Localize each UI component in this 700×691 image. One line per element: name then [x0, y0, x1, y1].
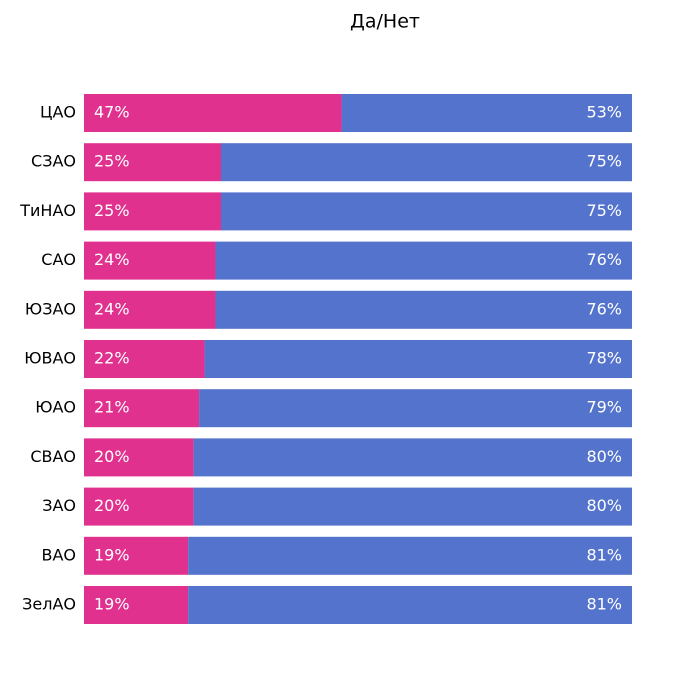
- value-label: 24%: [94, 250, 130, 269]
- value-label: 19%: [94, 595, 130, 614]
- value-label: 53%: [586, 103, 622, 122]
- value-label: 81%: [586, 595, 622, 614]
- value-label: 75%: [586, 152, 622, 171]
- bar-segment: [221, 143, 632, 182]
- y-tick-label: ВАО: [41, 545, 76, 564]
- bar-segment: [84, 143, 221, 182]
- bar-segment: [221, 192, 632, 231]
- bar-segment: [84, 536, 189, 575]
- value-label: 19%: [94, 545, 130, 564]
- bar-segment: [84, 340, 205, 378]
- y-tick-label: ЮВАО: [24, 349, 76, 368]
- bar-segment: [84, 487, 194, 526]
- y-tick-label: ЮЗАО: [25, 299, 76, 318]
- value-label: 75%: [586, 201, 622, 220]
- bar-segment: [84, 290, 216, 329]
- bar-segment: [188, 586, 632, 624]
- value-label: 25%: [94, 152, 130, 171]
- value-label: 20%: [94, 447, 130, 466]
- y-tick-label: ЮАО: [35, 398, 76, 417]
- value-label: 20%: [94, 496, 130, 515]
- value-label: 80%: [586, 496, 622, 515]
- bar-segment: [193, 438, 632, 477]
- bar-segment: [188, 536, 632, 575]
- bar-segment: [84, 94, 342, 132]
- y-tick-label: САО: [41, 250, 76, 269]
- value-label: 22%: [94, 349, 130, 368]
- bar-segment: [84, 241, 216, 280]
- value-label: 24%: [94, 299, 130, 318]
- bar-segment: [199, 389, 632, 428]
- value-label: 76%: [586, 299, 622, 318]
- bar-segment: [204, 340, 632, 378]
- bar-segment: [215, 241, 632, 280]
- y-tick-label: ЗАО: [42, 496, 76, 515]
- bar-segment: [193, 487, 632, 526]
- bar-segment: [84, 192, 221, 231]
- y-tick-label: ЗелАО: [22, 595, 76, 614]
- chart-title: Да/Нет: [350, 11, 420, 33]
- value-label: 78%: [586, 349, 622, 368]
- bar-segment: [84, 389, 200, 428]
- value-label: 25%: [94, 201, 130, 220]
- bar-segment: [84, 438, 194, 477]
- y-tick-label: СВАО: [30, 447, 76, 466]
- value-label: 79%: [586, 398, 622, 417]
- bar-segment: [341, 94, 632, 132]
- value-label: 76%: [586, 250, 622, 269]
- value-label: 81%: [586, 545, 622, 564]
- value-label: 21%: [94, 398, 130, 417]
- bar-segment: [84, 586, 189, 624]
- value-label: 80%: [586, 447, 622, 466]
- y-tick-label: СЗАО: [31, 152, 76, 171]
- value-label: 47%: [94, 103, 130, 122]
- bar-segment: [215, 290, 632, 329]
- y-tick-label: ЦАО: [40, 103, 76, 122]
- y-tick-label: ТиНАО: [19, 201, 76, 220]
